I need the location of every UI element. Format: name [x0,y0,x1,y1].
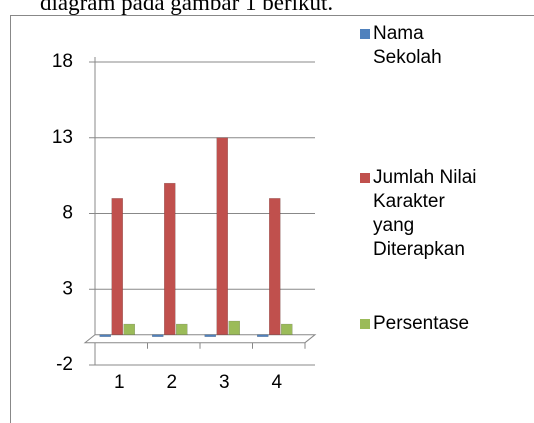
bar [164,182,176,335]
y-tick-label: 8 [62,203,73,224]
legend-swatch [360,319,370,329]
x-tick-label: 4 [271,372,282,393]
x-tick-label: 2 [166,372,177,393]
bar [111,198,123,335]
bar [281,323,293,335]
bar [228,320,240,335]
legend-label: Persentase [373,313,470,334]
y-tick-label: 3 [62,278,73,299]
caption: diagram pada gambar 1 berikut. [40,0,334,15]
bar [123,323,135,335]
bar [176,323,188,335]
legend-swatch [360,173,370,183]
legend-label: Nama Sekolah [373,23,442,68]
y-tick-label: -2 [56,354,73,375]
x-tick-label: 3 [219,372,230,393]
bar [269,198,281,335]
y-tick-label: 18 [52,51,73,72]
x-tick-label: 1 [114,372,125,393]
bar [99,334,111,337]
bar [152,334,164,337]
bar [216,137,228,335]
legend-label: Jumlah Nilai Karakter yang Diterapkan [373,167,477,260]
floor [83,334,317,344]
y-tick-label: 13 [52,127,73,148]
bar [204,334,216,337]
bar [257,334,269,337]
legend-swatch [360,29,370,39]
